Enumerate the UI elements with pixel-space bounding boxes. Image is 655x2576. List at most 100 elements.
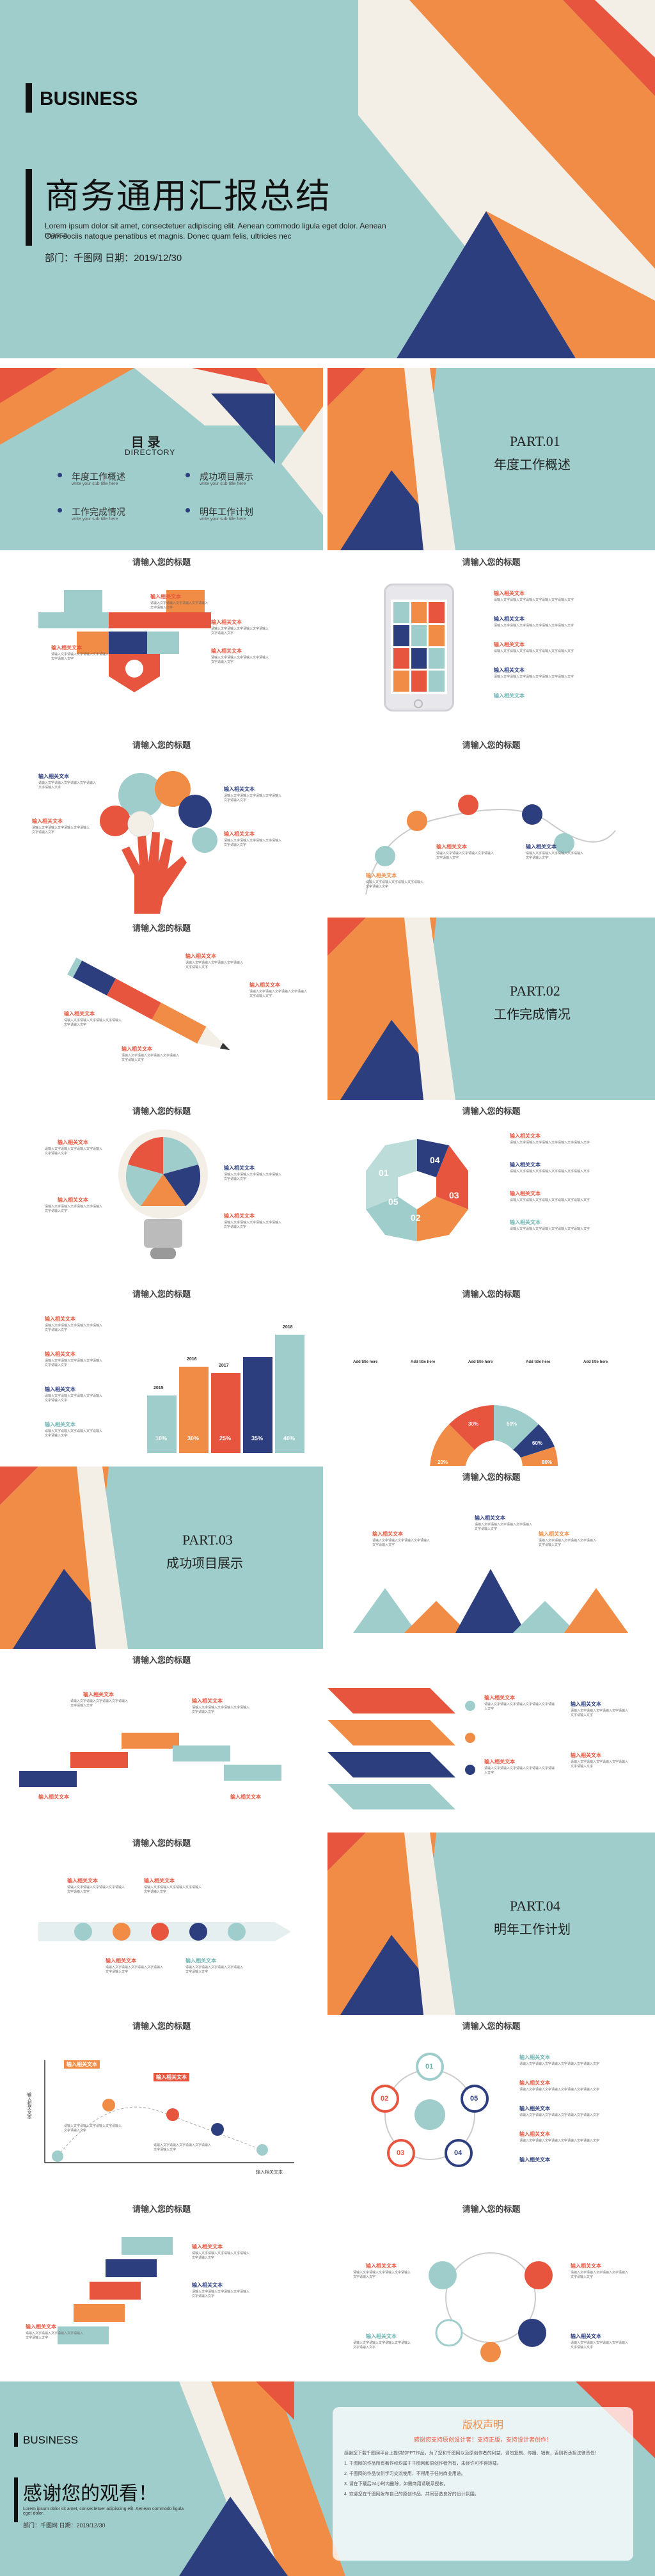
toc-bullet: [185, 508, 190, 513]
octagon-graphic: [366, 1139, 468, 1241]
slide-hand: 请输入您的标题 输入相关文本 请输入文字请输入文字请输入文字请输入文字请输入文字…: [0, 735, 323, 917]
hub-label-1: 输入相关文本: [366, 2263, 397, 2269]
slide-title: 请输入您的标题: [462, 2204, 521, 2214]
semi-pct-4: 60%: [532, 1440, 543, 1446]
toc-item-sub: write your sub title here: [72, 482, 118, 486]
layers-circle-3: [465, 1765, 475, 1775]
slide-circles: 请输入您的标题 01 02 03 04 05 输入相关文本 请输入文字请输入文字…: [328, 2015, 655, 2198]
chat-text-3: 请输入文字请输入文字请输入文字请输入文字请输入文字: [26, 2332, 84, 2340]
phone-label-4: 输入相关文本: [494, 667, 525, 673]
circle-num-1: 01: [425, 2063, 434, 2071]
copyright-line: 4. 欢迎您在千图网发布自己的原创作品，共同营造良好的设计氛围。: [344, 2492, 479, 2497]
city-bar-5: [275, 1335, 304, 1453]
city-text-2: 请输入文字请输入文字请输入文字请输入文字请输入文字: [45, 1359, 103, 1367]
curve-graphic: [365, 795, 616, 895]
slide-octagon: 请输入您的标题 01 02 03 04 05 输入相关文本 请输入文字请输入文字…: [328, 1101, 655, 1283]
slide-arrow-timeline: 请输入您的标题 输入相关文本 请输入文字请输入文字请输入文字请输入文字请输入文字…: [0, 1833, 323, 2015]
hand-text-2: 请输入文字请输入文字请输入文字请输入文字请输入文字: [32, 826, 90, 834]
hub-text-2: 请输入文字请输入文字请输入文字请输入文字请输入文字: [571, 2271, 629, 2279]
arrow-label-4: 输入相关文本: [185, 1958, 216, 1964]
arrow-label-2: 输入相关文本: [144, 1878, 175, 1884]
pencil-label-4: 输入相关文本: [122, 1046, 152, 1052]
hand-label-3: 输入相关文本: [224, 786, 255, 792]
layers-label-1: 输入相关文本: [484, 1695, 515, 1701]
bulb-label-3: 输入相关文本: [224, 1165, 255, 1171]
arrow-label-3: 输入相关文本: [106, 1958, 136, 1964]
steps-label-2: 输入相关文本: [192, 1698, 223, 1704]
triangles-graphic: [353, 1569, 628, 1633]
cover-slide: BUSINESS 商务通用汇报总结 Lorem ipsum dolor sit …: [0, 0, 655, 358]
phone-label-1: 输入相关文本: [494, 591, 525, 596]
toc-item-label: 明年工作计划: [200, 507, 253, 517]
chat-label-1: 输入相关文本: [192, 2244, 223, 2250]
slide-title: 请输入您的标题: [132, 1106, 191, 1116]
part-decoration: [328, 368, 455, 550]
cover-title-bar: [26, 169, 32, 246]
phone-label-5: 输入相关文本: [494, 693, 525, 699]
octagon-label-1: 输入相关文本: [510, 1133, 541, 1139]
end-decoration: [179, 2381, 655, 2576]
step-block-1: [19, 1771, 77, 1787]
city-text-4: 请输入文字请输入文字请输入文字请输入文字请输入文字: [45, 1429, 103, 1438]
arrow-text-2: 请输入文字请输入文字请输入文字请输入文字请输入文字: [144, 1886, 202, 1894]
hub-label-4: 输入相关文本: [571, 2334, 601, 2339]
bulb-text-1: 请输入文字请输入文字请输入文字请输入文字请输入文字: [45, 1147, 103, 1156]
city-bar-3: [211, 1373, 241, 1453]
slide-title: 请输入您的标题: [462, 2021, 521, 2031]
cover-meta: 部门：千图网 日期：2019/12/30: [45, 253, 182, 264]
hub-label-2: 输入相关文本: [571, 2263, 601, 2269]
hub-text-4: 请输入文字请输入文字请输入文字请输入文字请输入文字: [571, 2341, 629, 2349]
hub-text-3: 请输入文字请输入文字请输入文字请输入文字请输入文字: [353, 2341, 411, 2349]
city-text-3: 请输入文字请输入文字请输入文字请输入文字请输入文字: [45, 1394, 103, 1403]
pencil-label-1: 输入相关文本: [185, 953, 216, 959]
part-02-slide: PART.02 工作完成情况: [328, 918, 655, 1100]
slide-title: 请输入您的标题: [132, 1838, 191, 1848]
toc-decoration: [0, 368, 323, 515]
pencil-label-2: 输入相关文本: [249, 982, 280, 988]
steps-label-1: 输入相关文本: [83, 1692, 114, 1697]
chat-text-2: 请输入文字请输入文字请输入文字请输入文字请输入文字: [192, 2290, 250, 2298]
chat-graphic: [58, 2237, 173, 2344]
toc-item-label: 工作完成情况: [72, 507, 125, 517]
city-bar-4: [243, 1357, 272, 1453]
tri-label-2: 输入相关文本: [372, 1531, 403, 1537]
copyright-line: 感谢您下载千图网平台上提供的PPT作品，为了您和千图网以及原创作者的利益，请勿复…: [344, 2451, 599, 2456]
toc-bullet: [185, 473, 190, 477]
slide-semicircle: 请输入您的标题 Add title here Add title here Ad…: [328, 1284, 655, 1466]
part-decoration: [328, 1833, 455, 2015]
octagon-num-2: 02: [411, 1212, 421, 1223]
toc-slide: 目 录 DIRECTORY 年度工作概述 write your sub titl…: [0, 368, 323, 550]
tri-text-3: 请输入文字请输入文字请输入文字请输入文字请输入文字: [539, 1539, 597, 1547]
pencil-text-3: 请输入文字请输入文字请输入文字请输入文字请输入文字: [64, 1019, 122, 1027]
copyright-line: 1. 千图网的作品所有著作权均属于千图网和原创作者所有，未经许可不得转载。: [344, 2461, 501, 2466]
tri-label-1: 输入相关文本: [475, 1515, 505, 1521]
chat-label-3: 输入相关文本: [26, 2324, 56, 2330]
step-block-4: [173, 1745, 230, 1761]
octagon-num-1: 01: [379, 1168, 389, 1178]
layers-label-4: 输入相关文本: [571, 1753, 601, 1758]
slide-title: 请输入您的标题: [462, 1106, 521, 1116]
octagon-label-3: 输入相关文本: [510, 1191, 541, 1197]
hand-text-3: 请输入文字请输入文字请输入文字请输入文字请输入文字: [224, 794, 282, 802]
hub-label-3: 输入相关文本: [366, 2334, 397, 2339]
bulb-label-2: 输入相关文本: [58, 1197, 88, 1203]
pencil-text-1: 请输入文字请输入文字请输入文字请输入文字请输入文字: [185, 961, 244, 969]
city-label-2: 输入相关文本: [45, 1351, 75, 1357]
slide-title: 请输入您的标题: [462, 1472, 521, 1482]
city-year-3: 2017: [219, 1364, 229, 1368]
circles-label-1: 输入相关文本: [519, 2055, 550, 2060]
circles-label-4: 输入相关文本: [519, 2131, 550, 2137]
city-year-2: 2016: [187, 1357, 197, 1362]
curve-label-2: 输入相关文本: [436, 844, 467, 850]
city-text-1: 请输入文字请输入文字请输入文字请输入文字请输入文字: [45, 1324, 103, 1332]
copyright-title: 版权声明: [462, 2420, 503, 2431]
axis-label-2: 输入相关文本: [154, 2073, 189, 2081]
tri-text-2: 请输入文字请输入文字请输入文字请输入文字请输入文字: [372, 1539, 430, 1547]
cover-decoration: [358, 0, 655, 358]
col-label: Add title here: [583, 1360, 608, 1364]
phone-text-2: 请输入文字请输入文字请输入文字请输入文字请输入文字: [494, 624, 574, 628]
hand-text-1: 请输入文字请输入文字请输入文字请输入文字请输入文字: [38, 781, 97, 790]
city-year-1: 2015: [154, 1386, 164, 1390]
bulb-label-1: 输入相关文本: [58, 1140, 88, 1145]
slide-curve: 请输入您的标题 输入相关文本 请输入文字请输入文字请输入文字请输入文字请输入文字…: [328, 735, 655, 917]
